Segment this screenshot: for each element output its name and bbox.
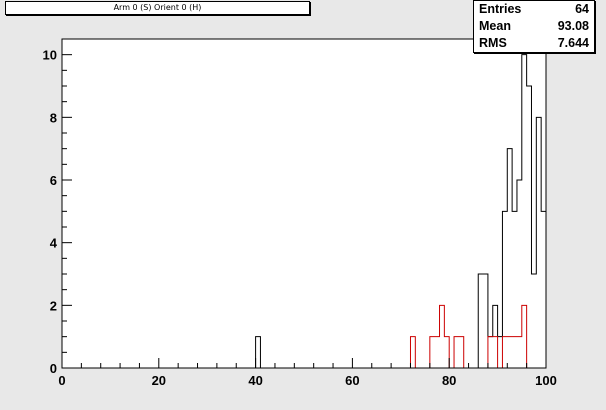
y-tick-label: 2 — [50, 298, 57, 313]
x-tick-label: 0 — [58, 373, 65, 388]
x-tick-label: 20 — [152, 373, 166, 388]
mean-label: Mean — [479, 19, 511, 33]
y-tick-label: 8 — [50, 110, 57, 125]
x-tick-label: 100 — [535, 373, 557, 388]
entries-label: Entries — [479, 2, 522, 16]
y-tick-label: 10 — [43, 48, 57, 63]
entries-value: 64 — [575, 2, 589, 16]
stats-row-rms: RMS 7.644 — [479, 35, 589, 52]
y-tick-label: 4 — [50, 236, 58, 251]
plot-area — [62, 39, 546, 368]
y-tick-label: 0 — [50, 361, 57, 376]
x-tick-label: 80 — [442, 373, 456, 388]
y-tick-label: 6 — [50, 173, 57, 188]
rms-label: RMS — [479, 36, 507, 50]
rms-value: 7.644 — [557, 36, 589, 50]
stats-box: Entries 64 Mean 93.08 RMS 7.644 — [473, 0, 595, 53]
x-tick-label: 40 — [248, 373, 262, 388]
axis-layer: 0 20 40 60 80 100 0 2 4 6 8 10 — [43, 38, 557, 388]
stats-row-mean: Mean 93.08 — [479, 18, 589, 35]
mean-value: 93.08 — [557, 19, 589, 33]
x-tick-label: 60 — [345, 373, 359, 388]
histogram-title: Arm 0 (S) Orient 0 (H) — [5, 1, 310, 15]
stats-row-entries: Entries 64 — [479, 1, 589, 18]
plot-frame — [61, 38, 547, 369]
